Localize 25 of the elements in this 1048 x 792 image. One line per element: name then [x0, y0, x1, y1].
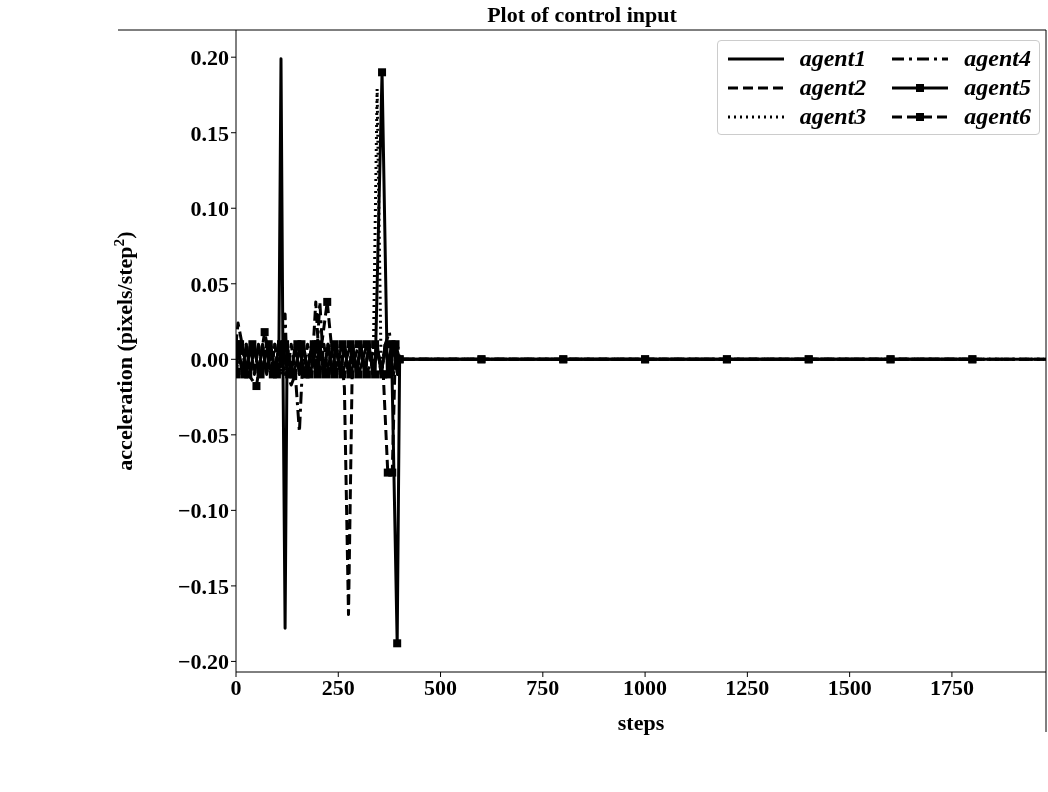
y-tick-label: 0.05 [190, 271, 229, 297]
x-tick-label: 1750 [929, 674, 974, 700]
legend-label: agent6 [964, 103, 1031, 130]
y-tick-label: 0.15 [190, 120, 229, 146]
x-tick-label: 500 [424, 674, 458, 700]
legend-label: agent5 [964, 74, 1031, 101]
x-tick-label: 1000 [623, 674, 668, 700]
y-tick-label: −0.05 [177, 422, 229, 448]
y-tick-label: 0.20 [190, 45, 229, 70]
legend-label: agent3 [799, 103, 867, 130]
chart-title: Plot of control input [487, 2, 678, 27]
y-tick-label: −0.20 [177, 649, 229, 675]
y-tick-label: −0.10 [177, 498, 229, 524]
y-tick-label: −0.15 [177, 573, 229, 599]
x-tick-label: 0 [230, 674, 242, 700]
legend-label: agent4 [964, 45, 1031, 72]
legend-label: agent2 [799, 74, 867, 101]
y-tick-label: 0.00 [190, 347, 229, 373]
legend-label: agent1 [799, 45, 867, 72]
y-tick-label: 0.10 [190, 196, 229, 222]
x-tick-label: 250 [321, 674, 355, 700]
x-tick-label: 1250 [725, 674, 770, 700]
x-tick-label: 750 [526, 674, 560, 700]
x-tick-label: 1500 [827, 674, 872, 700]
x-axis-title: steps [617, 710, 665, 735]
